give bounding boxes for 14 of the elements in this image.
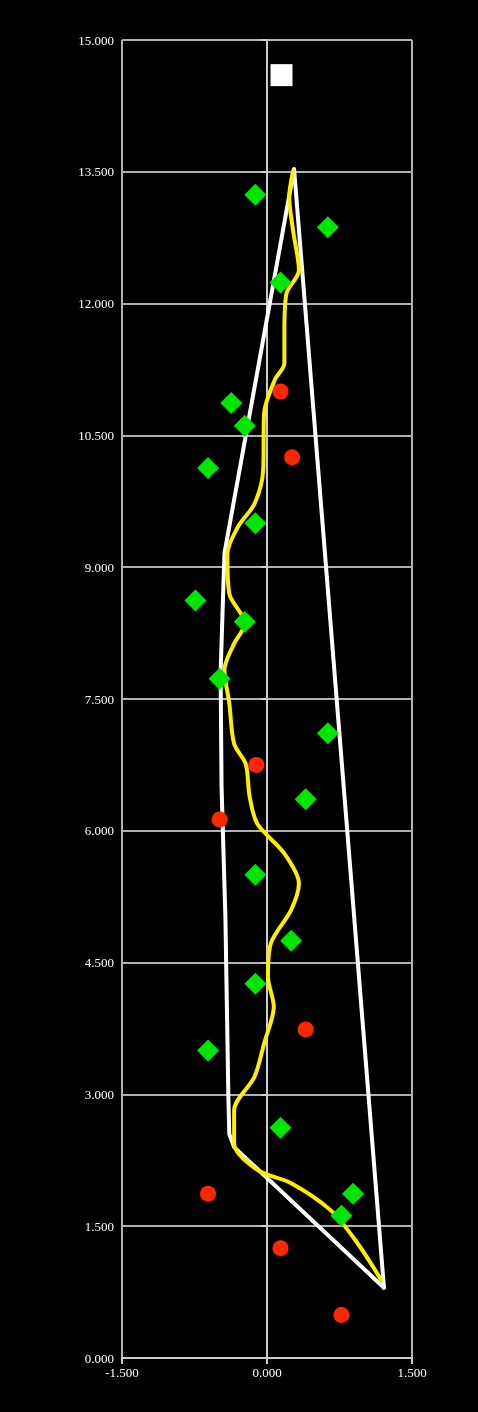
y-tick-label: 7.500 bbox=[84, 691, 114, 707]
y-tick-label: 9.000 bbox=[84, 559, 114, 575]
y-tick-label: 4.500 bbox=[84, 955, 114, 971]
y-tick-label: 6.000 bbox=[84, 823, 114, 839]
y-tick-label: 12.000 bbox=[78, 296, 114, 312]
y-tick-label: 10.500 bbox=[78, 427, 114, 443]
x-tick-label: -1.500 bbox=[105, 1365, 139, 1380]
x-tick-label: 1.500 bbox=[397, 1365, 427, 1380]
x-tick-label: 0.000 bbox=[252, 1365, 282, 1380]
y-tick-label: 3.000 bbox=[84, 1086, 114, 1102]
y-tick-label: 0.000 bbox=[84, 1350, 114, 1366]
y-tick-label: 15.000 bbox=[78, 32, 114, 48]
y-tick-label: 1.500 bbox=[84, 1218, 114, 1234]
y-tick-label: 13.500 bbox=[78, 164, 114, 180]
